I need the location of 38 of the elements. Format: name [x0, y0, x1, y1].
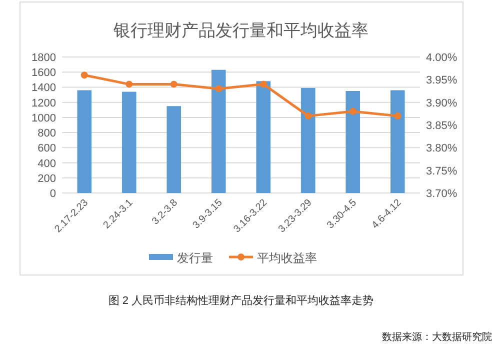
y2-tick-label: 3.95% — [426, 74, 458, 87]
bar — [77, 90, 92, 193]
source-note: 数据来源：大数据研究院 — [382, 331, 492, 343]
bar — [211, 70, 226, 193]
point — [80, 72, 88, 79]
y2-tick-label: 3.85% — [426, 120, 458, 132]
y-tick-label: 1200 — [32, 97, 56, 110]
y-tick-label: 600 — [38, 142, 56, 155]
y-tick-label: 1400 — [32, 82, 56, 94]
point — [349, 108, 356, 115]
y2-tick-label: 4.00% — [426, 52, 458, 64]
y-tick-label: 1000 — [32, 112, 56, 124]
bar — [122, 92, 136, 193]
point — [170, 80, 178, 88]
point — [126, 80, 133, 88]
y-tick-label: 0 — [50, 188, 56, 200]
bar — [300, 88, 316, 193]
y2-tick-label: 3.90% — [426, 97, 458, 110]
point — [215, 85, 222, 92]
point — [304, 112, 312, 120]
point — [394, 112, 402, 120]
bar — [166, 106, 182, 193]
y2-tick-label: 3.75% — [426, 165, 458, 178]
legend-label: 发行量 — [177, 251, 213, 265]
y-tick-label: 800 — [38, 128, 56, 140]
y-tick-label: 200 — [38, 172, 56, 185]
y-tick-label: 1800 — [32, 52, 56, 64]
y-tick-label: 1600 — [32, 67, 56, 80]
bar — [346, 91, 360, 193]
legend-label: 平均收益率 — [257, 251, 317, 265]
point — [260, 80, 267, 88]
y2-tick-label: 3.80% — [426, 142, 458, 155]
y2-tick-label: 3.70% — [426, 188, 458, 200]
y-tick-label: 400 — [38, 158, 56, 170]
bar — [256, 81, 271, 193]
bar — [390, 90, 405, 193]
caption: 图 2 人民币非结构性理财产品发行量和平均收益率走势 — [108, 294, 374, 307]
chart-title: 银行理财产品发行量和平均收益率 — [112, 21, 368, 40]
